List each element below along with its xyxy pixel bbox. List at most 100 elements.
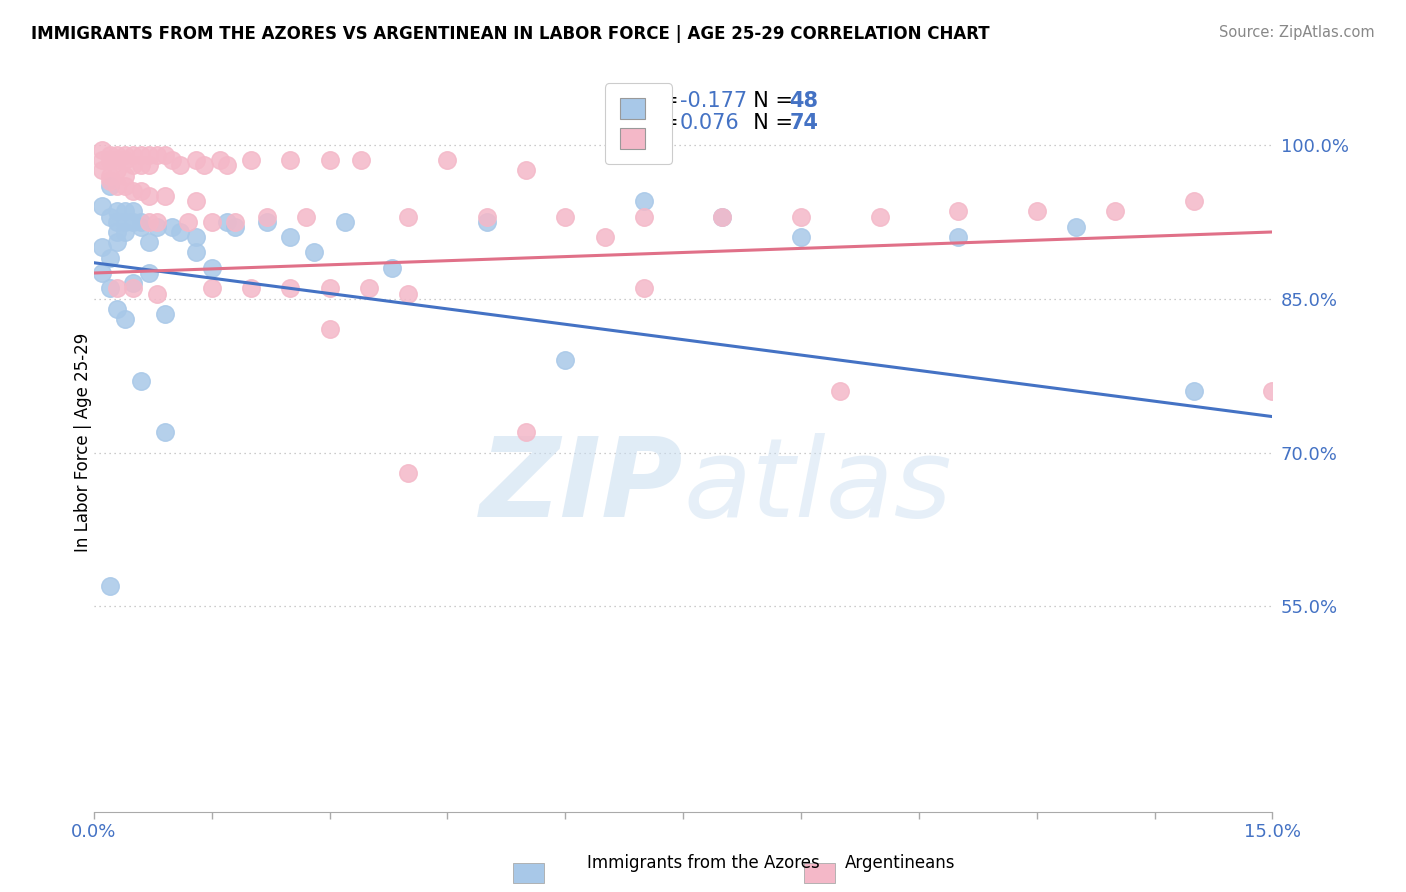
- Point: [129, 374, 152, 388]
- Point: [107, 204, 129, 219]
- Point: [1182, 194, 1205, 209]
- Point: [280, 153, 302, 168]
- Point: [335, 215, 357, 229]
- Point: [98, 174, 121, 188]
- Point: [90, 143, 112, 157]
- Point: [593, 230, 616, 244]
- Point: [153, 425, 176, 439]
- Point: [98, 178, 121, 193]
- Point: [184, 245, 207, 260]
- Point: [515, 163, 537, 178]
- Point: [201, 215, 224, 229]
- Point: [1064, 219, 1087, 234]
- Point: [256, 210, 278, 224]
- Text: -0.177: -0.177: [679, 91, 747, 111]
- Point: [129, 158, 152, 172]
- Text: ZIP: ZIP: [479, 433, 683, 540]
- Point: [240, 153, 263, 168]
- Point: [146, 219, 169, 234]
- Point: [240, 281, 263, 295]
- Point: [224, 219, 246, 234]
- Point: [107, 153, 129, 168]
- Point: [790, 210, 813, 224]
- Y-axis label: In Labor Force | Age 25-29: In Labor Force | Age 25-29: [75, 333, 91, 552]
- Point: [217, 215, 239, 229]
- Text: R =: R =: [640, 91, 685, 111]
- Point: [90, 163, 112, 178]
- Point: [122, 184, 145, 198]
- Point: [711, 210, 734, 224]
- Point: [1182, 384, 1205, 398]
- Text: R =: R =: [640, 113, 685, 133]
- Point: [146, 215, 169, 229]
- Point: [318, 322, 340, 336]
- Point: [193, 158, 215, 172]
- Point: [146, 286, 169, 301]
- Point: [107, 225, 129, 239]
- Point: [122, 277, 145, 291]
- Point: [122, 148, 145, 162]
- Point: [114, 204, 136, 219]
- Point: [153, 148, 176, 162]
- Legend: , : ,: [605, 83, 672, 164]
- Point: [98, 148, 121, 162]
- Point: [475, 210, 498, 224]
- Point: [98, 169, 121, 183]
- Point: [357, 281, 380, 295]
- Text: N =: N =: [740, 113, 800, 133]
- Point: [1104, 204, 1126, 219]
- Text: Source: ZipAtlas.com: Source: ZipAtlas.com: [1219, 25, 1375, 40]
- Point: [98, 153, 121, 168]
- Text: 48: 48: [789, 91, 818, 111]
- Text: IMMIGRANTS FROM THE AZORES VS ARGENTINEAN IN LABOR FORCE | AGE 25-29 CORRELATION: IMMIGRANTS FROM THE AZORES VS ARGENTINEA…: [31, 25, 990, 43]
- Point: [515, 425, 537, 439]
- Point: [475, 215, 498, 229]
- Point: [107, 215, 129, 229]
- Point: [318, 281, 340, 295]
- Point: [217, 158, 239, 172]
- Point: [790, 230, 813, 244]
- Point: [98, 251, 121, 265]
- Point: [114, 215, 136, 229]
- Point: [162, 219, 184, 234]
- Point: [107, 281, 129, 295]
- Point: [138, 266, 160, 280]
- Point: [302, 245, 325, 260]
- Point: [146, 148, 169, 162]
- Point: [201, 260, 224, 275]
- Point: [138, 148, 160, 162]
- Point: [129, 148, 152, 162]
- Point: [90, 199, 112, 213]
- Point: [129, 219, 152, 234]
- Point: [129, 215, 152, 229]
- Point: [948, 230, 970, 244]
- Point: [169, 158, 191, 172]
- Point: [280, 230, 302, 244]
- Point: [554, 353, 576, 368]
- Point: [184, 194, 207, 209]
- Point: [122, 158, 145, 172]
- Point: [98, 579, 121, 593]
- Point: [107, 148, 129, 162]
- Point: [436, 153, 458, 168]
- Text: Argentineans: Argentineans: [845, 855, 955, 872]
- Point: [114, 225, 136, 239]
- Point: [633, 210, 655, 224]
- Point: [114, 148, 136, 162]
- Point: [107, 235, 129, 250]
- Text: N =: N =: [740, 91, 800, 111]
- Text: 74: 74: [789, 113, 818, 133]
- Point: [122, 215, 145, 229]
- Text: 0.076: 0.076: [679, 113, 740, 133]
- Point: [114, 178, 136, 193]
- Point: [138, 158, 160, 172]
- Point: [114, 312, 136, 326]
- Point: [177, 215, 200, 229]
- Point: [138, 189, 160, 203]
- Point: [711, 210, 734, 224]
- Point: [869, 210, 891, 224]
- Point: [114, 153, 136, 168]
- Point: [90, 153, 112, 168]
- Point: [98, 210, 121, 224]
- Point: [138, 235, 160, 250]
